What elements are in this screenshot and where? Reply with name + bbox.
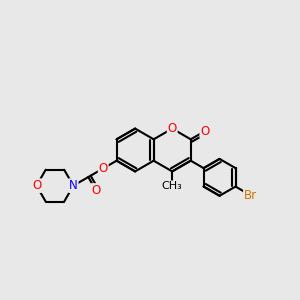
Text: O: O: [92, 184, 100, 197]
Text: N: N: [69, 179, 78, 192]
Text: Br: Br: [244, 189, 257, 202]
Text: CH₃: CH₃: [162, 181, 183, 191]
Text: O: O: [99, 162, 108, 175]
Text: O: O: [168, 122, 177, 135]
Text: O: O: [200, 124, 209, 138]
Text: O: O: [32, 179, 41, 192]
